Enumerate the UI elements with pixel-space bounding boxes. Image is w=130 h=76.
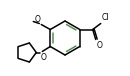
Text: Cl: Cl [102, 14, 109, 22]
Text: O: O [40, 54, 46, 62]
Text: O: O [34, 15, 40, 23]
Text: O: O [97, 41, 103, 50]
